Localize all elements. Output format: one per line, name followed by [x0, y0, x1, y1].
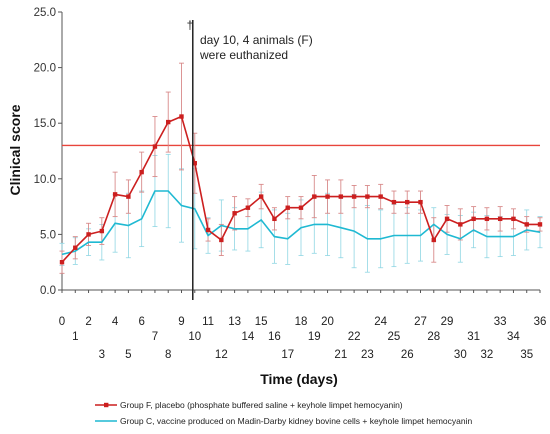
- x-tick-label: 17: [281, 349, 294, 361]
- data-point-placebo: [192, 161, 197, 166]
- x-tick-label: 1: [72, 331, 78, 343]
- data-point-placebo: [444, 216, 450, 222]
- x-tick-label: 0: [59, 316, 65, 328]
- x-axis-title: Time (days): [260, 371, 338, 387]
- data-point-placebo: [338, 194, 344, 199]
- data-point-placebo: [351, 194, 357, 199]
- x-tick-label: 10: [188, 331, 201, 343]
- x-tick-label: 14: [241, 331, 254, 343]
- data-point-placebo: [112, 192, 118, 197]
- data-point-placebo: [99, 228, 105, 234]
- x-tick-label: 18: [295, 316, 308, 328]
- x-tick-label: 3: [99, 349, 105, 361]
- data-point-placebo: [258, 194, 264, 199]
- y-tick-label: 10.0: [34, 174, 56, 186]
- x-tick-label: 8: [165, 349, 171, 361]
- error-bars: [59, 62, 543, 274]
- annotation-line-2: were euthanized: [199, 48, 288, 62]
- x-tick-label: 32: [480, 349, 493, 361]
- x-tick-label: 36: [534, 316, 547, 328]
- data-point-placebo: [232, 211, 237, 216]
- series-line-vaccine: [61, 190, 541, 256]
- data-point-placebo: [219, 237, 224, 243]
- x-tick-label: 11: [202, 316, 214, 328]
- data-point-placebo: [365, 194, 370, 199]
- x-tick-label: 16: [268, 331, 281, 343]
- x-tick-label: 26: [401, 349, 414, 361]
- x-tick-label: 35: [520, 349, 533, 361]
- x-tick-label: 29: [441, 316, 454, 328]
- axes: 0.05.010.015.020.025.00 2 4 6 9 11 13 15 18 20 24 2…: [34, 7, 547, 361]
- x-tick-label: 9: [178, 316, 184, 328]
- data-point-placebo: [298, 205, 304, 210]
- legend-swatch-marker: [104, 402, 109, 408]
- data-point-placebo: [431, 237, 436, 243]
- x-tick-label: 31: [467, 331, 480, 343]
- x-tick-label: 2: [85, 316, 91, 328]
- data-point-placebo: [325, 194, 330, 199]
- data-point-placebo: [245, 205, 251, 210]
- y-tick-label: 0.0: [40, 285, 56, 297]
- y-axis-title: Clinical score: [7, 104, 23, 195]
- series-markers: [59, 114, 543, 265]
- data-point-placebo: [484, 216, 490, 222]
- x-tick-label: 6: [138, 316, 144, 328]
- y-tick-label: 15.0: [34, 118, 56, 130]
- data-point-placebo: [73, 245, 78, 250]
- data-point-placebo: [458, 222, 463, 227]
- x-tick-label: 20: [321, 316, 334, 328]
- data-point-placebo: [511, 216, 516, 222]
- x-tick-label: 25: [388, 331, 401, 343]
- x-tick-label: 33: [494, 316, 507, 328]
- x-tick-label: 27: [414, 316, 427, 328]
- x-tick-label: 34: [507, 331, 520, 343]
- data-point-placebo: [152, 144, 158, 149]
- y-tick-label: 5.0: [40, 229, 56, 241]
- x-tick-label: 7: [152, 331, 158, 343]
- data-point-placebo: [312, 194, 317, 199]
- dagger-symbol: †: [187, 18, 194, 32]
- x-tick-label: 4: [112, 316, 119, 328]
- data-point-placebo: [59, 260, 65, 265]
- data-point-placebo: [378, 194, 383, 199]
- data-point-placebo: [537, 222, 543, 227]
- x-tick-label: 13: [228, 316, 241, 328]
- legend: Group F, placebo (phosphate buffered sal…: [95, 400, 472, 426]
- data-point-placebo: [166, 119, 171, 125]
- legend-label: Group C, vaccine produced on Madin-Darby…: [120, 416, 472, 426]
- data-point-placebo: [126, 194, 131, 199]
- x-tick-label: 24: [374, 316, 387, 328]
- data-point-placebo: [272, 216, 277, 222]
- euthanasia-annotation: † day 10, 4 animals (F) were euthanized: [187, 18, 313, 62]
- data-point-placebo: [139, 169, 144, 175]
- data-point-placebo: [86, 232, 91, 237]
- data-point-placebo: [205, 227, 211, 233]
- data-point-placebo: [471, 216, 476, 222]
- x-tick-label: 22: [348, 331, 361, 343]
- data-point-placebo: [405, 199, 410, 205]
- annotation-line-1: day 10, 4 animals (F): [200, 33, 313, 47]
- x-tick-label: 28: [427, 331, 440, 343]
- x-tick-label: 23: [361, 349, 374, 361]
- data-point-placebo: [179, 114, 184, 119]
- y-tick-label: 25.0: [34, 7, 56, 19]
- x-tick-label: 19: [308, 331, 321, 343]
- data-point-placebo: [418, 199, 423, 205]
- data-point-placebo: [524, 222, 529, 227]
- x-tick-label: 12: [215, 349, 228, 361]
- x-tick-label: 21: [334, 349, 347, 361]
- x-tick-label: 15: [255, 316, 268, 328]
- x-tick-label: 30: [454, 349, 467, 361]
- y-tick-label: 20.0: [34, 63, 56, 75]
- x-tick-label: 5: [125, 349, 131, 361]
- data-point-placebo: [497, 216, 503, 222]
- legend-label: Group F, placebo (phosphate buffered sal…: [120, 400, 403, 410]
- data-point-placebo: [285, 205, 290, 210]
- data-point-placebo: [391, 199, 397, 205]
